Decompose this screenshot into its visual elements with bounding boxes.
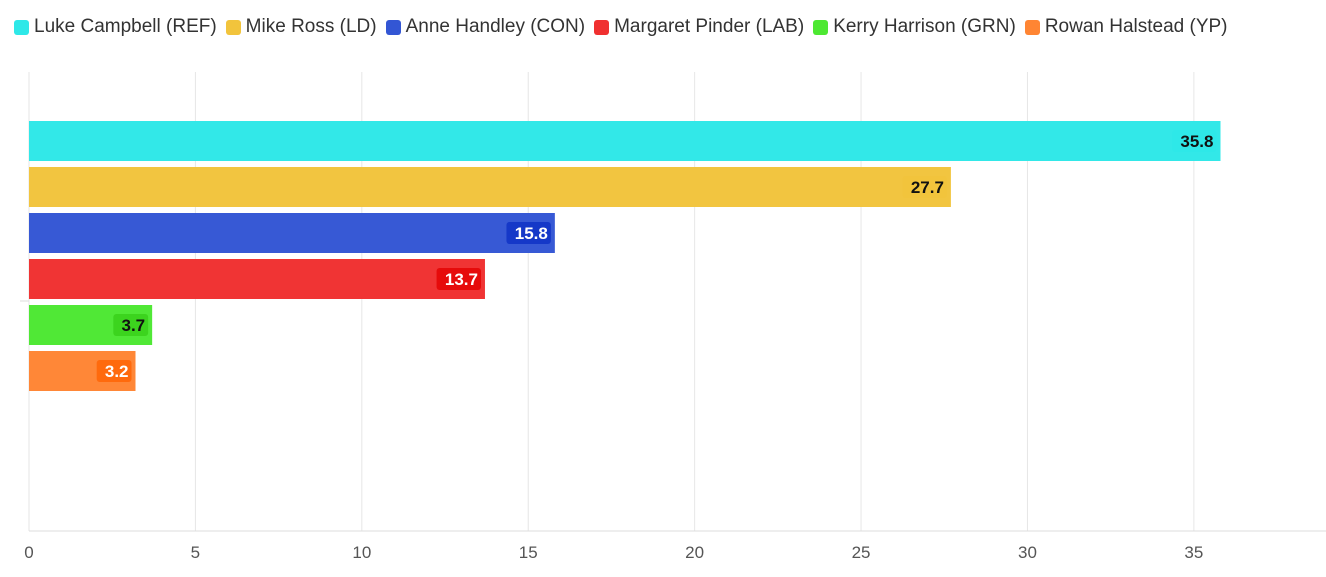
bar-label-background	[436, 268, 481, 290]
bar-value-label: 13.7	[445, 270, 478, 289]
bar-label-background	[113, 314, 149, 336]
x-tick-label: 20	[685, 543, 704, 562]
x-tick-label: 10	[352, 543, 371, 562]
legend-label: Mike Ross (LD)	[245, 16, 377, 37]
legend-swatch	[813, 19, 829, 35]
bar-value-label: 15.8	[515, 224, 548, 243]
legend-label: Anne Handley (CON)	[405, 16, 586, 37]
legend-swatch	[1024, 19, 1040, 35]
legend-label: Margaret Pinder (LAB)	[614, 16, 805, 37]
legend-swatch	[385, 19, 401, 35]
legend-label: Rowan Halstead (YP)	[1044, 16, 1228, 37]
legend-item[interactable]: Mike Ross (LD)	[225, 16, 377, 38]
bar-label-background	[902, 176, 947, 198]
legend-item[interactable]: Rowan Halstead (YP)	[1024, 16, 1228, 38]
bar[interactable]	[29, 259, 485, 299]
bar-label-background	[506, 222, 551, 244]
bar-value-label: 3.2	[105, 362, 129, 381]
legend-swatch	[594, 19, 610, 35]
legend-label: Kerry Harrison (GRN)	[833, 16, 1016, 37]
bar-value-label: 27.7	[911, 178, 944, 197]
bar-value-label: 3.7	[122, 316, 146, 335]
legend-item[interactable]: Margaret Pinder (LAB)	[594, 16, 804, 38]
legend-item[interactable]: Kerry Harrison (GRN)	[813, 16, 1016, 38]
legend-label: Luke Campbell (REF)	[34, 16, 217, 37]
bar[interactable]	[29, 213, 555, 253]
legend-item[interactable]: Luke Campbell (REF)	[14, 16, 217, 38]
legend-item[interactable]: Anne Handley (CON)	[385, 16, 586, 38]
bar[interactable]	[29, 121, 1221, 161]
x-tick-label: 30	[1018, 543, 1037, 562]
bar-label-background	[96, 360, 132, 382]
x-tick-label: 15	[519, 543, 538, 562]
legend-swatch	[14, 19, 29, 35]
x-tick-label: 5	[191, 543, 200, 562]
chart-legend: Luke Campbell (REF) Mike Ross (LD) Anne Ha…	[14, 14, 1237, 40]
bar-label-background	[1172, 130, 1217, 152]
x-tick-label: 35	[1184, 543, 1203, 562]
x-tick-label: 25	[852, 543, 871, 562]
x-tick-label: 0	[24, 543, 33, 562]
bar-value-label: 35.8	[1180, 132, 1213, 151]
legend-swatch	[225, 19, 241, 35]
bar[interactable]	[29, 167, 951, 207]
